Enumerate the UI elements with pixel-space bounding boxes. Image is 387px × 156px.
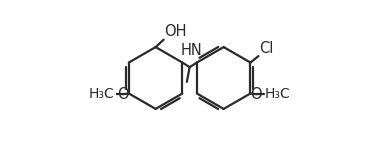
Text: OH: OH — [164, 24, 187, 39]
Text: H₃C: H₃C — [89, 87, 115, 101]
Text: HN: HN — [181, 43, 203, 58]
Text: O: O — [250, 87, 262, 102]
Text: H₃C: H₃C — [264, 87, 290, 101]
Text: Cl: Cl — [259, 41, 274, 56]
Text: O: O — [117, 87, 129, 102]
